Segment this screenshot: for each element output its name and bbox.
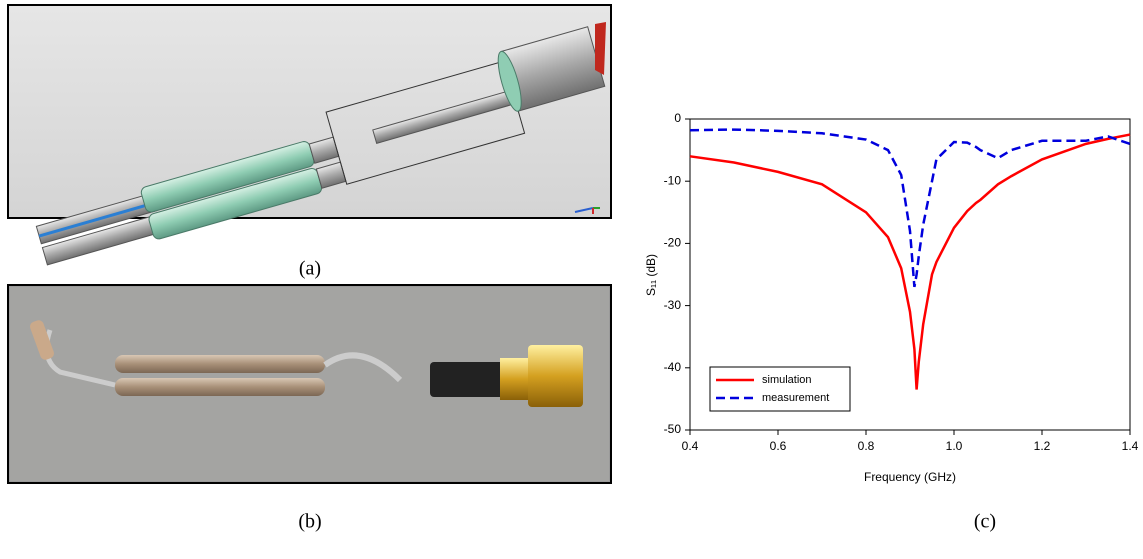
x-axis-label: Frequency (GHz) [864,470,956,484]
x-tick-label: 1.0 [946,439,963,453]
data-line [689,128,1131,288]
x-tick-label: 0.6 [770,439,787,453]
model-image [7,4,612,266]
caption: (b) [298,511,321,533]
data-line [689,133,1131,390]
y-tick-label: 0 [674,111,681,125]
y-tick-label: -50 [664,422,682,436]
legend-label: measurement [762,392,829,404]
x-tick-label: 1.2 [1034,439,1051,453]
y-tick-label: -30 [664,298,682,312]
y-tick-label: -20 [664,236,682,250]
y-axis-label: S₁₁ (dB) [644,254,658,296]
plot-frame [689,118,1131,431]
caption: (c) [974,511,996,533]
caption: (a) [299,258,321,280]
x-tick-label: 0.4 [682,439,699,453]
x-tick-label: 1.4 [1122,439,1139,453]
photo-image [7,284,612,484]
legend-box [709,366,851,412]
y-tick-label: -10 [664,173,682,187]
x-tick-label: 0.8 [858,439,875,453]
y-tick-label: -40 [664,360,682,374]
legend-label: simulation [762,374,812,386]
